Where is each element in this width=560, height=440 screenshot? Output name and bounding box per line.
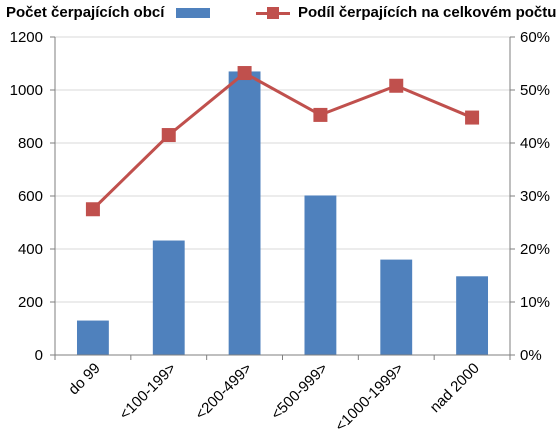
chart-legend: Počet čerpajících obcí Podíl čerpajících… — [6, 4, 556, 28]
legend-label-bar-series: Počet čerpajících obcí — [6, 4, 165, 21]
y-left-tick-label: 600 — [18, 188, 43, 205]
y-left-tick-label: 400 — [18, 241, 43, 258]
line-marker-0 — [85, 202, 100, 217]
y-right-tick-label: 30% — [520, 188, 550, 205]
y-left-tick-label: 800 — [18, 135, 43, 152]
y-left-tick-label: 1000 — [10, 82, 43, 99]
y-right-tick-label: 40% — [520, 135, 550, 152]
bar-2 — [228, 71, 261, 355]
bar-series — [76, 71, 489, 355]
line-marker-5 — [465, 110, 480, 125]
x-tick-label: do 99 — [65, 360, 104, 399]
line-marker-2 — [237, 66, 252, 81]
y-right-tick-label: 50% — [520, 82, 550, 99]
bar-0 — [76, 320, 109, 355]
x-tick-label: <500-999> — [268, 360, 332, 424]
x-tick-label: <100-199> — [116, 360, 180, 424]
x-tick-label: <1000-1999> — [332, 360, 407, 435]
line-marker-1 — [161, 128, 176, 143]
y-right-tick-label: 0% — [520, 347, 542, 364]
legend-item-line-series: Podíl čerpajících na celkovém počtu — [256, 4, 556, 21]
grid-lines — [55, 36, 510, 303]
bar-3 — [304, 195, 337, 355]
line-marker-4 — [389, 78, 404, 93]
y-right-tick-label: 20% — [520, 241, 550, 258]
y-left-tick-label: 0 — [35, 347, 43, 364]
legend-item-bar-series: Počet čerpajících obcí — [6, 4, 211, 21]
legend-label-line-series: Podíl čerpajících na celkovém počtu — [298, 4, 557, 21]
x-tick-label: nad 2000 — [427, 360, 483, 416]
line-marker-3 — [313, 107, 328, 122]
legend-swatch-bar — [176, 7, 211, 18]
x-tick-label: <200-499> — [192, 360, 256, 424]
y-left-tick-label: 1200 — [10, 29, 43, 46]
line-series — [85, 66, 480, 217]
y-right-tick-label: 10% — [520, 294, 550, 311]
y-right-tick-label: 60% — [520, 29, 550, 46]
bar-4 — [380, 259, 413, 355]
line-path — [91, 71, 473, 211]
legend-swatch-line — [256, 6, 290, 20]
y-left-tick-label: 200 — [18, 294, 43, 311]
bar-1 — [152, 240, 185, 355]
bar-5 — [456, 276, 489, 355]
